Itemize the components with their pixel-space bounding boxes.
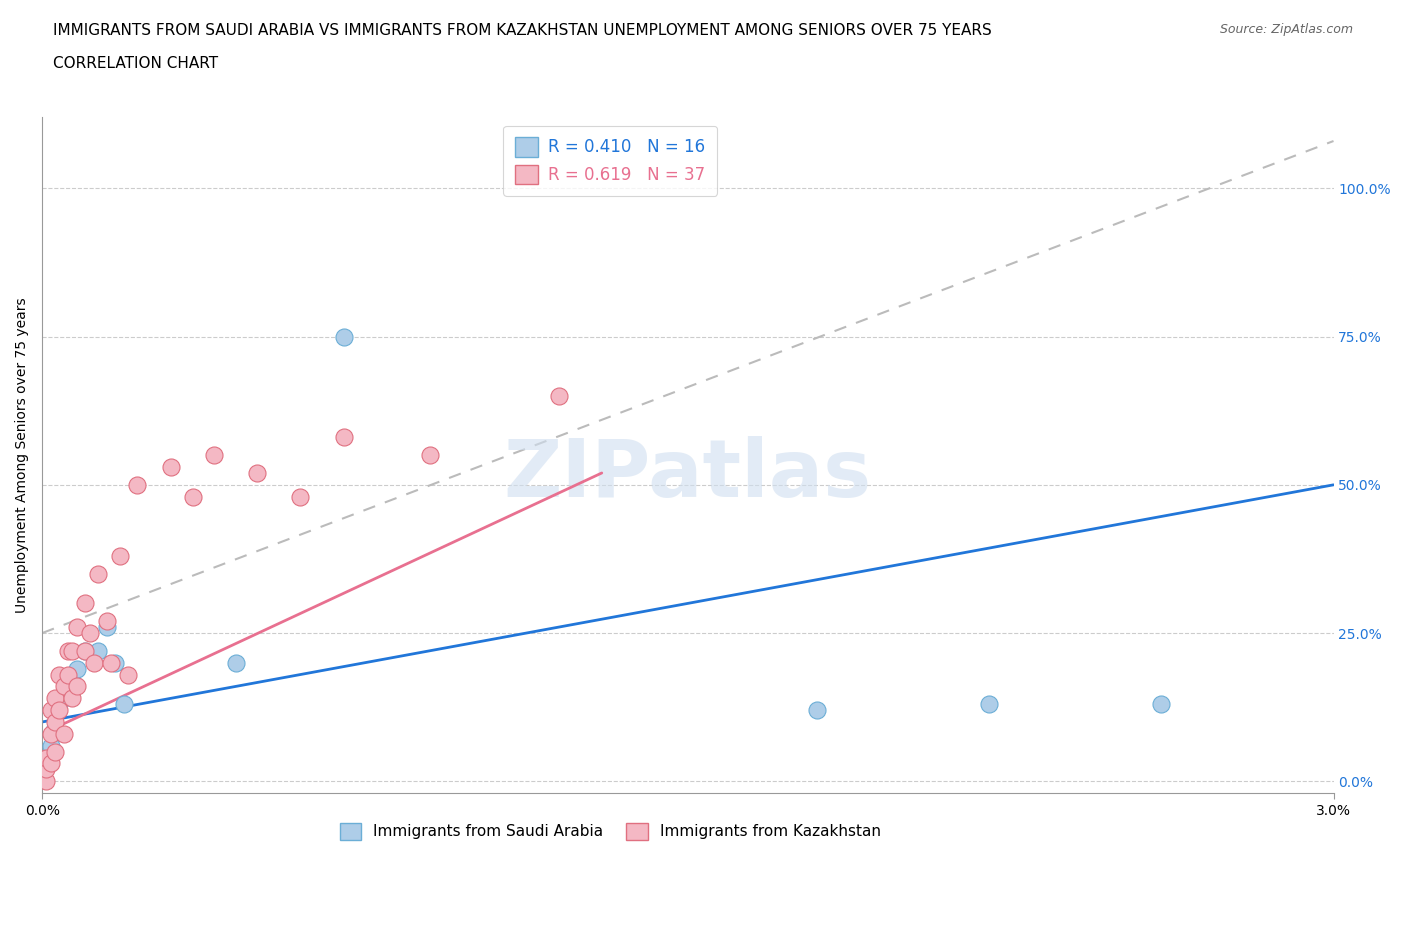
Point <box>225 656 247 671</box>
Point <box>87 566 110 581</box>
Point <box>112 697 135 711</box>
Point <box>66 619 89 634</box>
Point <box>35 756 58 771</box>
Point <box>290 489 312 504</box>
Point <box>181 489 204 504</box>
Point <box>87 644 110 658</box>
Point <box>39 738 62 753</box>
Point <box>39 756 62 771</box>
Point <box>75 644 97 658</box>
Point <box>79 626 101 641</box>
Point <box>39 703 62 718</box>
Point <box>66 679 89 694</box>
Point <box>547 389 569 404</box>
Point <box>35 774 58 789</box>
Point <box>52 691 75 706</box>
Point <box>52 726 75 741</box>
Point <box>39 726 62 741</box>
Point <box>35 762 58 777</box>
Point <box>48 703 70 718</box>
Point <box>332 329 354 344</box>
Point <box>100 656 122 671</box>
Point <box>104 656 127 671</box>
Text: Source: ZipAtlas.com: Source: ZipAtlas.com <box>1219 23 1353 36</box>
Point <box>75 644 97 658</box>
Point <box>96 614 118 629</box>
Point <box>44 691 66 706</box>
Y-axis label: Unemployment Among Seniors over 75 years: Unemployment Among Seniors over 75 years <box>15 298 30 613</box>
Point <box>60 673 83 688</box>
Point <box>66 661 89 676</box>
Point <box>419 447 441 462</box>
Point <box>202 447 225 462</box>
Text: ZIPatlas: ZIPatlas <box>503 436 872 514</box>
Point <box>75 596 97 611</box>
Point <box>44 714 66 729</box>
Point <box>117 667 139 682</box>
Point <box>1150 697 1173 711</box>
Point <box>246 466 269 481</box>
Point <box>83 656 105 671</box>
Point <box>44 744 66 759</box>
Point <box>56 667 79 682</box>
Point <box>60 644 83 658</box>
Point <box>108 549 131 564</box>
Point <box>44 721 66 736</box>
Point <box>35 751 58 765</box>
Point <box>160 459 183 474</box>
Point <box>60 691 83 706</box>
Text: CORRELATION CHART: CORRELATION CHART <box>53 56 218 71</box>
Point <box>56 644 79 658</box>
Point <box>979 697 1001 711</box>
Point <box>96 619 118 634</box>
Legend: Immigrants from Saudi Arabia, Immigrants from Kazakhstan: Immigrants from Saudi Arabia, Immigrants… <box>333 817 887 846</box>
Point <box>125 477 148 492</box>
Point <box>332 430 354 445</box>
Point <box>806 703 828 718</box>
Point <box>48 667 70 682</box>
Text: IMMIGRANTS FROM SAUDI ARABIA VS IMMIGRANTS FROM KAZAKHSTAN UNEMPLOYMENT AMONG SE: IMMIGRANTS FROM SAUDI ARABIA VS IMMIGRAN… <box>53 23 993 38</box>
Point <box>52 679 75 694</box>
